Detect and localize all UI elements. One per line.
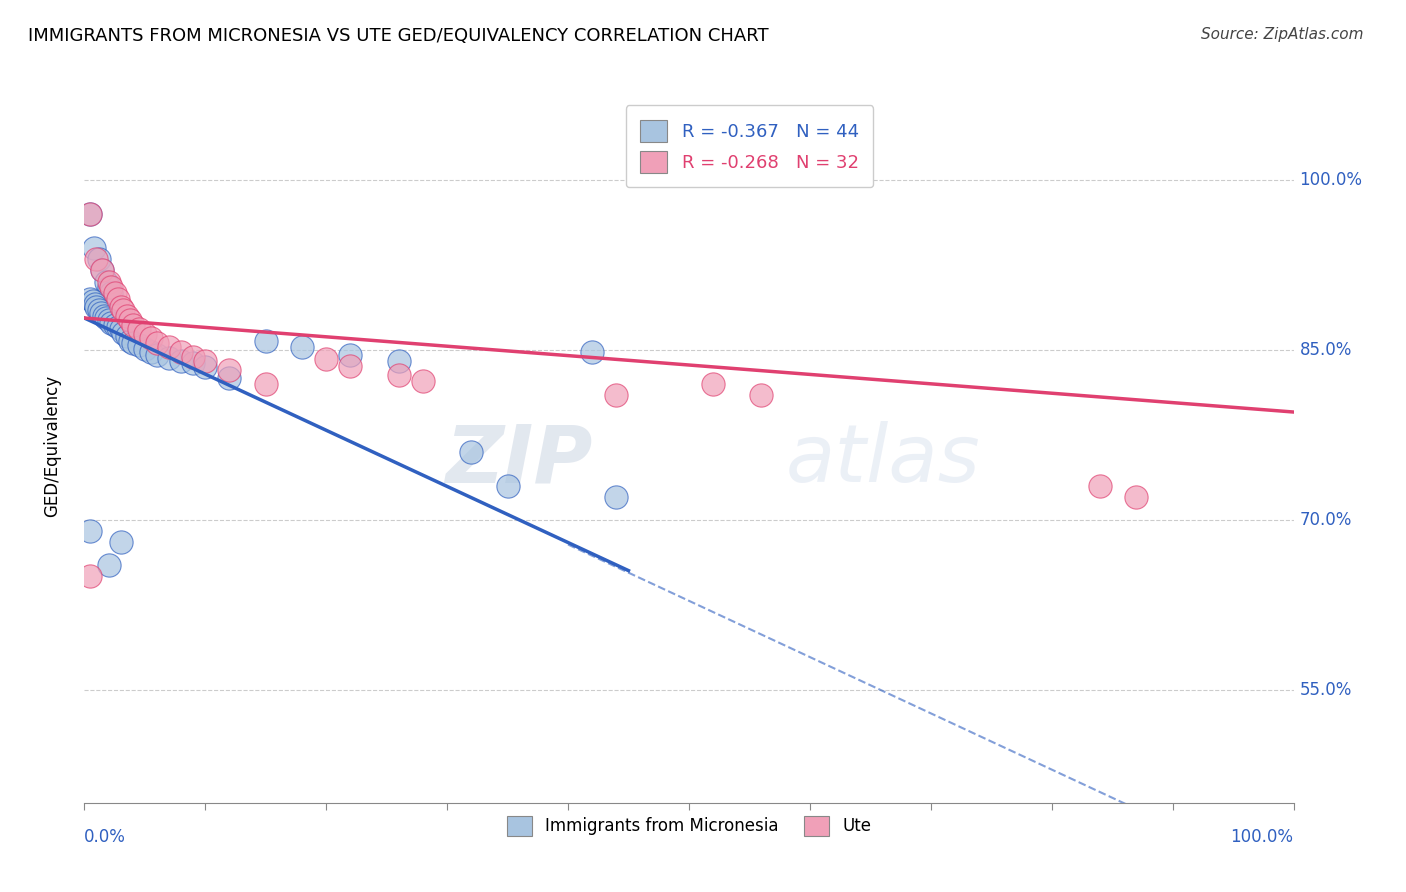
Point	[605, 388, 627, 402]
Point	[97, 280, 120, 294]
Point	[339, 348, 361, 362]
Point	[120, 334, 142, 348]
Text: 100.0%: 100.0%	[1299, 170, 1362, 189]
Y-axis label: GED/Equivalency: GED/Equivalency	[44, 375, 62, 517]
Point	[146, 335, 169, 350]
Point	[581, 345, 603, 359]
Point	[112, 326, 135, 340]
Point	[170, 345, 193, 359]
Point	[107, 320, 129, 334]
Point	[86, 300, 108, 314]
Point	[110, 322, 132, 336]
Point	[170, 354, 193, 368]
Point	[110, 535, 132, 549]
Point	[388, 354, 411, 368]
Point	[139, 345, 162, 359]
Point	[83, 241, 105, 255]
Point	[94, 311, 117, 326]
Point	[751, 388, 773, 402]
Point	[181, 356, 204, 370]
Point	[100, 280, 122, 294]
Point	[100, 286, 122, 301]
Point	[218, 371, 240, 385]
Point	[194, 359, 217, 374]
Point	[97, 313, 120, 327]
Point	[94, 275, 117, 289]
Point	[79, 207, 101, 221]
Point	[1088, 478, 1111, 492]
Text: ZIP: ZIP	[444, 421, 592, 500]
Point	[181, 350, 204, 364]
Point	[97, 275, 120, 289]
Point	[134, 326, 156, 341]
Point	[128, 322, 150, 336]
Point	[157, 341, 180, 355]
Point	[104, 286, 127, 301]
Point	[115, 309, 138, 323]
Point	[79, 524, 101, 538]
Point	[110, 300, 132, 314]
Point	[1125, 490, 1147, 504]
Point	[388, 368, 411, 382]
Point	[496, 478, 519, 492]
Point	[79, 569, 101, 583]
Text: 85.0%: 85.0%	[1299, 341, 1353, 359]
Point	[84, 297, 107, 311]
Point	[107, 292, 129, 306]
Point	[120, 313, 142, 327]
Text: 0.0%: 0.0%	[84, 828, 127, 846]
Legend: Immigrants from Micronesia, Ute: Immigrants from Micronesia, Ute	[499, 807, 879, 845]
Point	[91, 263, 114, 277]
Text: IMMIGRANTS FROM MICRONESIA VS UTE GED/EQUIVALENCY CORRELATION CHART: IMMIGRANTS FROM MICRONESIA VS UTE GED/EQ…	[28, 27, 769, 45]
Point	[87, 252, 110, 266]
Text: 100.0%: 100.0%	[1230, 828, 1294, 846]
Point	[79, 207, 101, 221]
Point	[315, 351, 337, 366]
Point	[702, 376, 724, 391]
Point	[157, 351, 180, 365]
Text: 70.0%: 70.0%	[1299, 510, 1353, 529]
Point	[86, 252, 108, 266]
Point	[128, 338, 150, 352]
Point	[104, 318, 127, 332]
Point	[339, 359, 361, 373]
Point	[87, 303, 110, 318]
Text: atlas: atlas	[786, 421, 980, 500]
Point	[254, 334, 277, 348]
Point	[100, 316, 122, 330]
Point	[121, 318, 143, 332]
Point	[412, 375, 434, 389]
Point	[93, 309, 115, 323]
Point	[91, 263, 114, 277]
Text: Source: ZipAtlas.com: Source: ZipAtlas.com	[1201, 27, 1364, 42]
Point	[121, 335, 143, 350]
Text: 55.0%: 55.0%	[1299, 681, 1353, 698]
Point	[139, 331, 162, 345]
Point	[115, 329, 138, 343]
Point	[112, 303, 135, 318]
Point	[134, 342, 156, 356]
Point	[79, 292, 101, 306]
Point	[218, 363, 240, 377]
Point	[90, 306, 112, 320]
Point	[97, 558, 120, 572]
Point	[146, 348, 169, 362]
Point	[460, 444, 482, 458]
Point	[194, 354, 217, 368]
Point	[254, 376, 277, 391]
Point	[291, 341, 314, 355]
Point	[82, 293, 104, 308]
Point	[605, 490, 627, 504]
